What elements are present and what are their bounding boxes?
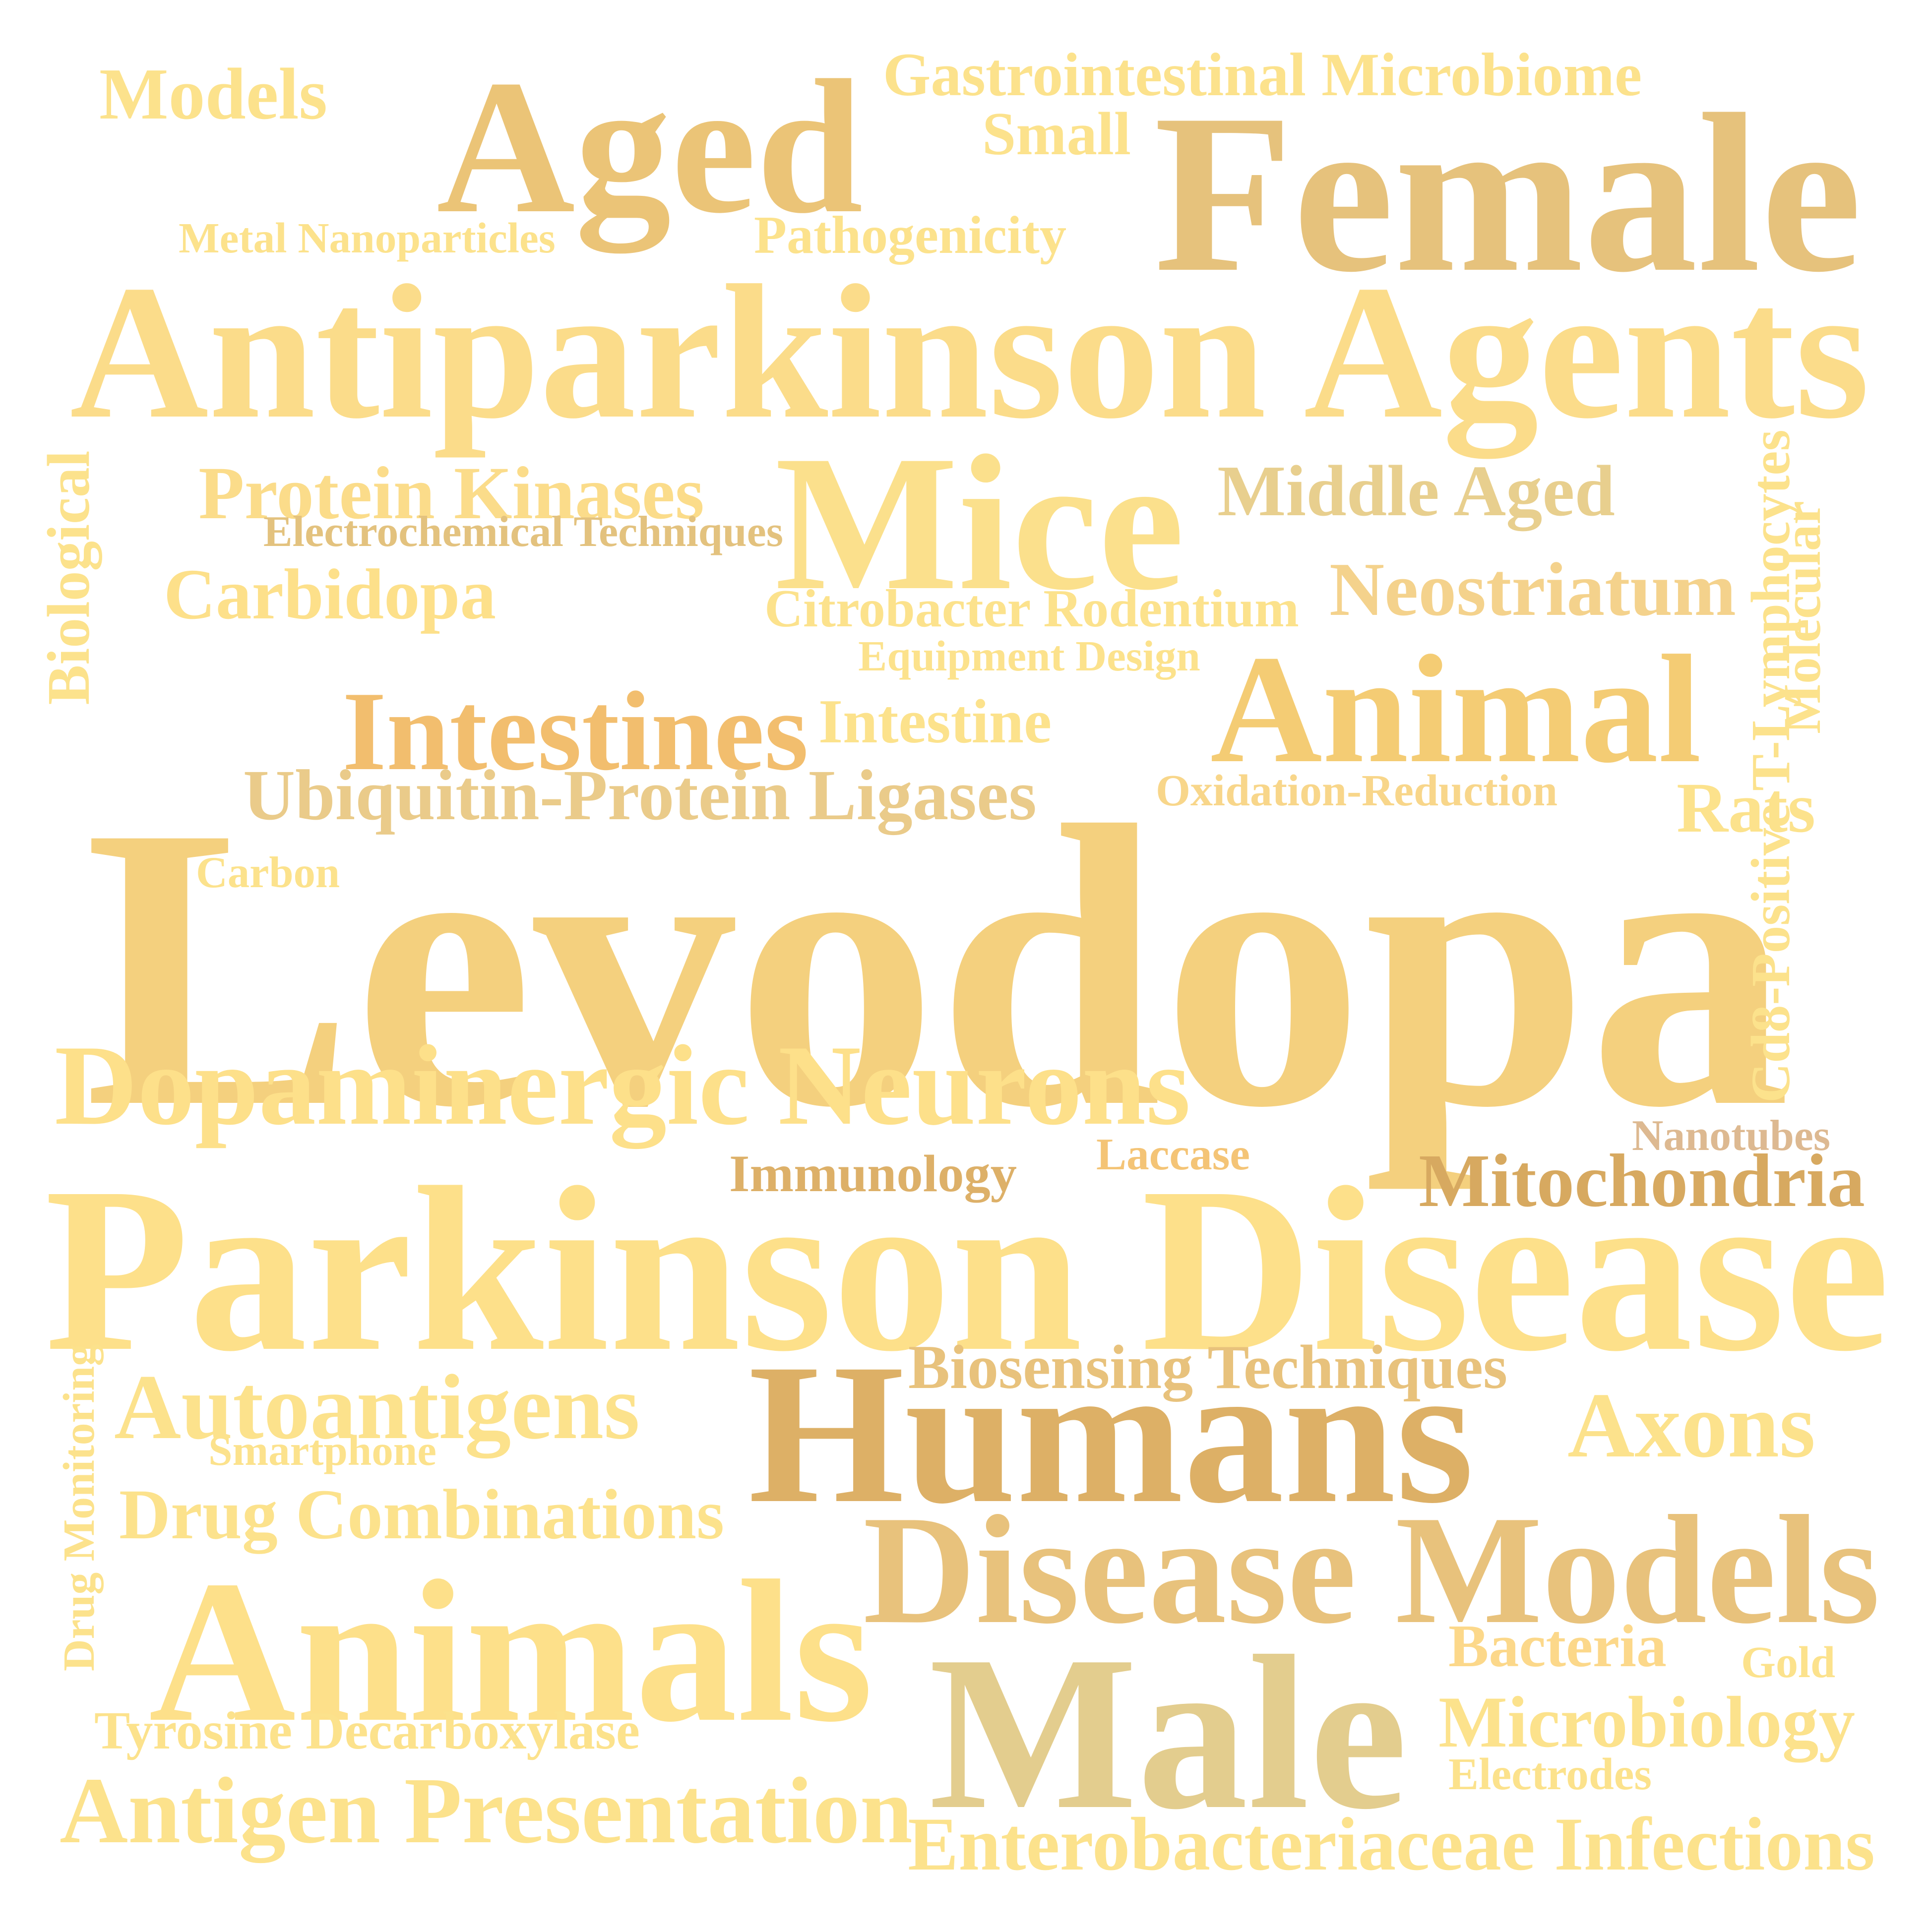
word-citrobacter-rodentium: Citrobacter Rodentium [764,579,1299,638]
word-biological: Biological [36,450,103,705]
word-metal-nanoparticles: Metal Nanoparticles [179,214,556,262]
word-mice: Mice [775,415,1184,631]
word-gastrointestinal-microbiome: Gastrointestinal Microbiome [882,40,1642,109]
word-biosensing-techniques: Biosensing Techniques [908,1332,1507,1402]
word-oxidation-reduction: Oxidation-Reduction [1155,766,1558,815]
word-dopaminergic-neurons: Dopaminergic Neurons [54,1022,1191,1149]
word-enterobacteriaceae-infections: Enterobacteriaceae Infections [908,1802,1875,1887]
word-animal: Animal [1210,622,1702,795]
word-tyrosine-decarboxylase: Tyrosine Decarboxylase [94,1700,640,1760]
word-mitochondria: Mitochondria [1419,1139,1865,1223]
word-protein-kinases: Protein Kinases [198,451,704,535]
word-animals: Animals [148,1538,873,1764]
word-middle-aged: Middle Aged [1217,450,1615,531]
word-female: Female [1154,67,1862,319]
word-aged: Aged [436,40,863,253]
word-electrochemical-techniques: Electrochemical Techniques [263,507,784,556]
word-levodopa: Levodopa [84,743,1791,1191]
word-equipment-design: Equipment Design [858,631,1200,680]
word-rats: Rats [1677,769,1815,847]
word-cd8-positive-t-lymphocytes: Cd8-Positive T-Lymphocytes [1740,429,1801,1103]
word-ubiquitin-protein-ligases: Ubiquitin-Protein Ligases [243,756,1037,836]
word-male: Male [929,1611,1408,1856]
word-antiparkinson-agents: Antiparkinson Agents [69,245,1870,459]
word-humans: Humans [748,1322,1474,1545]
word-electrodes: Electrodes [1448,1748,1652,1799]
word-carbidopa: Carbidopa [163,555,497,635]
word-parkinson-disease: Parkinson Disease [45,1138,1890,1400]
word-drug-combinations: Drug Combinations [119,1475,725,1554]
word-smartphone: Smartphone [208,1426,436,1475]
word-nanotubes: Nanotubes [1631,1111,1831,1160]
word-carbon: Carbon [195,848,340,897]
word-models: Models [99,53,328,135]
word-antigen-presentation: Antigen Presentation [60,1758,913,1864]
word-autoantigens: Autoantigens [114,1356,640,1458]
word-microbiology: Microbiology [1438,1681,1856,1762]
word-neostriatum: Neostriatum [1329,547,1737,632]
word-intestines: Intestines [342,668,809,794]
word-bacteria: Bacteria [1448,1613,1667,1680]
word-pathogenicity: Pathogenicity [754,206,1066,265]
word-immunology: Immunology [729,1145,1017,1204]
word-small: Small [982,100,1131,168]
word-disease-models: Disease Models [863,1483,1880,1656]
word-laccase: Laccase [1096,1128,1250,1179]
word-axons: Axons [1567,1374,1815,1477]
word-drug-monitoring: Drug Monitoring [55,1343,104,1672]
word-intestine: Intestine [818,686,1052,756]
word-gold: Gold [1741,1637,1836,1687]
